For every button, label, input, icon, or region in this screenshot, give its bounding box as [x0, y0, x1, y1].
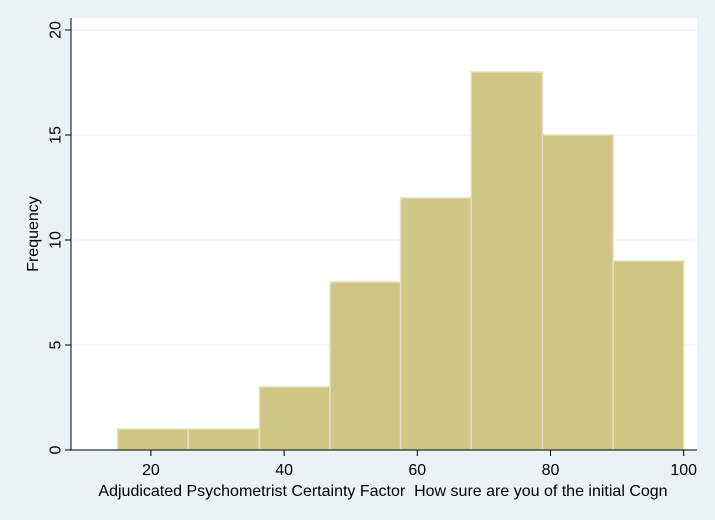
x-ticks: 20 40 60 80 100: [142, 450, 697, 479]
y-ticks: 0 5 10 15 20: [48, 21, 71, 454]
x-tick-label: 40: [275, 462, 293, 479]
y-tick-label: 20: [48, 21, 65, 39]
x-tick-label: 60: [408, 462, 426, 479]
y-tick-label: 5: [48, 340, 65, 349]
x-tick-label: 20: [142, 462, 160, 479]
histogram-bar-7: [541, 134, 614, 451]
y-axis-title: Frequency: [25, 196, 42, 272]
bars: [116, 71, 685, 451]
histogram-bar-4: [329, 281, 402, 451]
histogram-bar-8: [612, 260, 685, 451]
histogram-bar-2: [187, 428, 261, 451]
histogram-bar-6: [470, 71, 544, 451]
histogram-bar-5: [399, 197, 472, 451]
x-axis-title: Adjudicated Psychometrist Certainty Fact…: [98, 483, 667, 500]
y-tick-label: 0: [48, 445, 65, 454]
histogram-bar-1: [116, 428, 189, 451]
y-tick-label: 15: [48, 126, 65, 144]
y-tick-label: 10: [48, 231, 65, 249]
histogram-bar-3: [258, 386, 331, 451]
x-tick-label: 80: [542, 462, 560, 479]
x-tick-label: 100: [670, 462, 697, 479]
